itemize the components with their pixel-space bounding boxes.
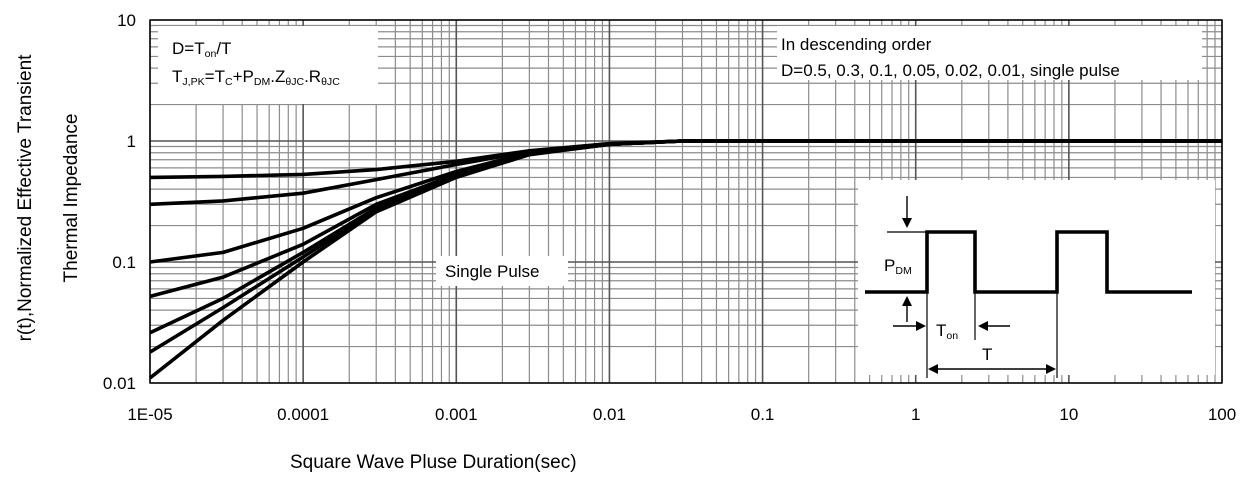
x-tick-label: 100 xyxy=(1208,405,1236,424)
ton-arrowhead-right xyxy=(978,321,988,331)
formula-part: .Z xyxy=(270,67,285,86)
formula-part: =T xyxy=(205,67,225,86)
inset-ton-label: Ton xyxy=(936,321,958,342)
y-tick-label: 0.1 xyxy=(112,253,136,272)
inset-pdm-label: PDM xyxy=(884,256,912,277)
formula-part: θJC xyxy=(285,76,304,88)
formula-part: on xyxy=(946,330,958,342)
pdm-arrowhead-top xyxy=(902,218,912,228)
ton-arrowhead-left xyxy=(916,321,926,331)
x-tick-label: 1 xyxy=(911,405,920,424)
formula-part: DM xyxy=(895,265,911,277)
legend-note-line2: D=0.5, 0.3, 0.1, 0.05, 0.02, 0.01, singl… xyxy=(781,61,1120,80)
formula-part: D=T xyxy=(172,39,205,58)
formula-part: DM xyxy=(254,76,270,88)
x-tick-label: 0.001 xyxy=(435,405,478,424)
y-tick-label: 1 xyxy=(127,132,136,151)
formula-part: J,PK xyxy=(182,76,204,88)
t-arrowhead-left xyxy=(928,364,938,374)
x-axis-label: Square Wave Pluse Duration(sec) xyxy=(290,452,577,473)
y-tick-label: 10 xyxy=(117,11,136,30)
series-line-single-pulse xyxy=(148,139,1222,380)
x-tick-label: 1E-05 xyxy=(127,405,172,424)
formula-part: /T xyxy=(216,39,231,58)
single-pulse-label: Single Pulse xyxy=(445,262,540,281)
x-tick-label: 0.1 xyxy=(751,405,775,424)
inset-t-label: T xyxy=(982,345,992,364)
legend-note-line1: In descending order xyxy=(781,35,932,54)
formula-part: on xyxy=(205,48,217,60)
legend-note-box xyxy=(777,26,1202,80)
plot-frame xyxy=(149,19,1223,384)
y-tick-label: 0.01 xyxy=(103,374,136,393)
x-tick-label: 0.01 xyxy=(593,405,626,424)
formula-box xyxy=(158,26,378,104)
tj-formula: TJ,PK=TC+PDM.ZθJC.RθJC xyxy=(172,67,340,88)
t-arrowhead-right xyxy=(1046,364,1056,374)
formula-part: C xyxy=(225,76,233,88)
formula-part: T xyxy=(172,67,182,86)
x-tick-label: 0.0001 xyxy=(277,405,329,424)
pulse-waveform xyxy=(865,230,1192,294)
formula-part: .R xyxy=(304,67,321,86)
pdm-arrowhead-bottom xyxy=(902,296,912,306)
duty-formula: D=Ton/T xyxy=(172,39,231,60)
inset-box xyxy=(858,180,1215,375)
formula-part: θJC xyxy=(321,76,340,88)
formula-part: P xyxy=(884,256,895,275)
formula-part: +P xyxy=(233,67,254,86)
single-pulse-box xyxy=(436,256,568,286)
x-tick-label: 10 xyxy=(1059,405,1078,424)
formula-part: T xyxy=(936,321,946,340)
